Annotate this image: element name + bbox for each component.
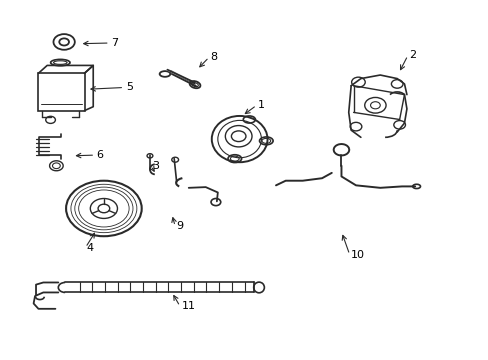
Text: 7: 7 [111, 38, 118, 48]
Text: 8: 8 [210, 52, 217, 62]
Text: 2: 2 [408, 50, 416, 60]
Bar [39, 73, 84, 111]
Text: 1: 1 [258, 100, 264, 110]
Text: 3: 3 [152, 161, 159, 171]
Text: 11: 11 [181, 301, 195, 311]
Text: 9: 9 [176, 221, 183, 231]
Text: 5: 5 [125, 82, 132, 93]
Text: 10: 10 [350, 250, 365, 260]
Text: 4: 4 [87, 243, 94, 253]
Text: 6: 6 [97, 150, 103, 160]
